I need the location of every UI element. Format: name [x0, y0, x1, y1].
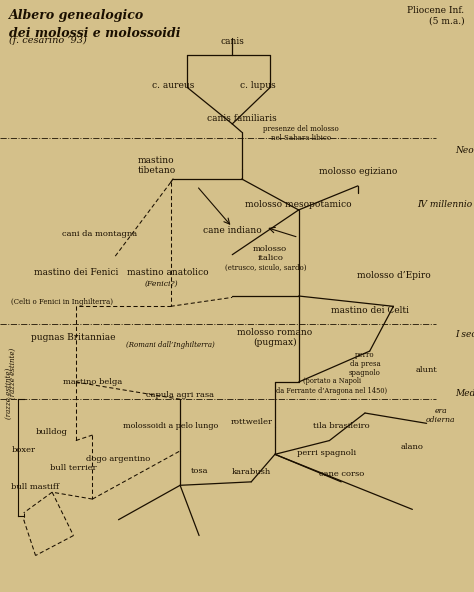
Text: molossoidi a pelo lungo: molossoidi a pelo lungo [123, 422, 218, 430]
Text: tila brasileiro: tila brasileiro [313, 422, 370, 430]
Text: perro
da presa
spagnolo: perro da presa spagnolo [349, 351, 381, 377]
Text: Pliocene Inf.
(5 m.a.): Pliocene Inf. (5 m.a.) [407, 6, 465, 26]
Text: c. lupus: c. lupus [240, 81, 276, 91]
Text: alano: alano [401, 443, 424, 451]
Text: tosa: tosa [191, 466, 208, 475]
Text: molosso egiziano: molosso egiziano [319, 167, 397, 176]
Text: mastino belga: mastino belga [63, 378, 122, 386]
Text: (f. cesarino ’93): (f. cesarino ’93) [9, 36, 87, 44]
Text: (Fenici?): (Fenici?) [145, 280, 178, 288]
Text: rottweiler: rottweiler [230, 417, 272, 426]
Text: Albero genealogico
dei molossi e molossoidi: Albero genealogico dei molossi e molosso… [9, 9, 181, 40]
Text: bull mastiff: bull mastiff [11, 482, 60, 491]
Text: pugnas Britanniae: pugnas Britanniae [31, 333, 116, 342]
Text: canis: canis [220, 37, 244, 46]
Text: capula agri rasa: capula agri rasa [146, 391, 214, 400]
Text: canis familiaris: canis familiaris [207, 114, 277, 123]
Text: molosso
italico: molosso italico [253, 244, 287, 262]
Text: molosso mesopotamico: molosso mesopotamico [246, 200, 352, 209]
Text: molosso romano
(pugmax): molosso romano (pugmax) [237, 327, 312, 348]
Text: boxer: boxer [12, 446, 36, 454]
Text: mastino anatolico: mastino anatolico [128, 268, 209, 277]
Text: Neolitico: Neolitico [455, 146, 474, 156]
Text: (razze estinte): (razze estinte) [9, 348, 17, 398]
Text: (Romani dall’Inghilterra): (Romani dall’Inghilterra) [126, 340, 215, 349]
Text: bulldog: bulldog [36, 428, 68, 436]
Text: era
odierna: era odierna [426, 407, 456, 424]
Text: cani da montagna: cani da montagna [62, 230, 137, 238]
Text: (etrusco, siculo, sardo): (etrusco, siculo, sardo) [225, 264, 306, 272]
Text: (Celti o Fenici in Inghilterra): (Celti o Fenici in Inghilterra) [10, 298, 113, 306]
Text: Medioevo: Medioevo [455, 389, 474, 398]
Text: c. aureus: c. aureus [152, 81, 194, 91]
Text: cane indiano: cane indiano [203, 226, 262, 236]
Text: bull terrier: bull terrier [50, 464, 97, 472]
Text: karabush: karabush [232, 468, 271, 477]
Text: mastino
tibetano: mastino tibetano [137, 156, 175, 175]
Text: I sec. a.C.: I sec. a.C. [455, 330, 474, 339]
Text: mastino dei Fenici: mastino dei Fenici [34, 268, 118, 277]
Text: dogo argentino: dogo argentino [86, 455, 151, 463]
Text: molosso d’Epiro: molosso d’Epiro [356, 271, 430, 280]
Text: cane corso: cane corso [319, 469, 364, 478]
Text: IV millennio  a.C.: IV millennio a.C. [417, 200, 474, 209]
Text: perri spagnoli: perri spagnoli [298, 449, 356, 457]
Text: (portato a Napoli
da Ferrante d’Aragona nel 1450): (portato a Napoli da Ferrante d’Aragona … [276, 377, 387, 395]
Text: mastino dei Celti: mastino dei Celti [331, 306, 409, 316]
Text: presenze del molosso
nel Sahara libico: presenze del molosso nel Sahara libico [263, 124, 339, 142]
Text: (razze estinte): (razze estinte) [5, 368, 12, 419]
Text: alunt: alunt [416, 366, 438, 374]
